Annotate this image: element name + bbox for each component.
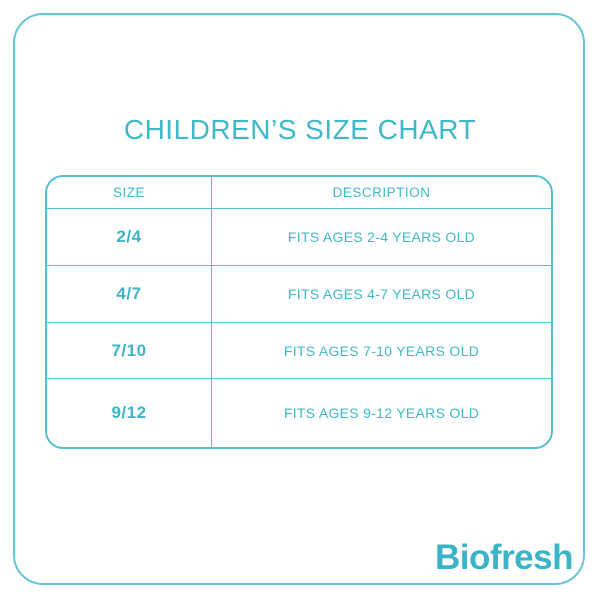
- table-header-description: DESCRIPTION: [211, 177, 551, 208]
- size-table: SIZE DESCRIPTION 2/4 FITS AGES 2-4 YEARS…: [45, 175, 553, 449]
- description-cell-9-12: FITS AGES 9-12 YEARS OLD: [211, 378, 551, 447]
- description-cell-4-7: FITS AGES 4-7 YEARS OLD: [211, 265, 551, 322]
- size-cell-7-10: 7/10: [47, 322, 211, 378]
- description-cell-7-10: FITS AGES 7-10 YEARS OLD: [211, 322, 551, 378]
- table-header-size: SIZE: [112, 185, 145, 200]
- description-cell-2-4: FITS AGES 2-4 YEARS OLD: [211, 208, 551, 265]
- biofresh-logo: Biofresh: [435, 538, 573, 577]
- outer-frame-border: [13, 13, 585, 585]
- size-cell-2-4: 2/4: [47, 208, 211, 265]
- page-title: CHILDREN’S SIZE CHART: [123, 114, 477, 145]
- size-cell-4-7: 4/7: [47, 265, 211, 322]
- size-cell-9-12: 9/12: [47, 378, 211, 447]
